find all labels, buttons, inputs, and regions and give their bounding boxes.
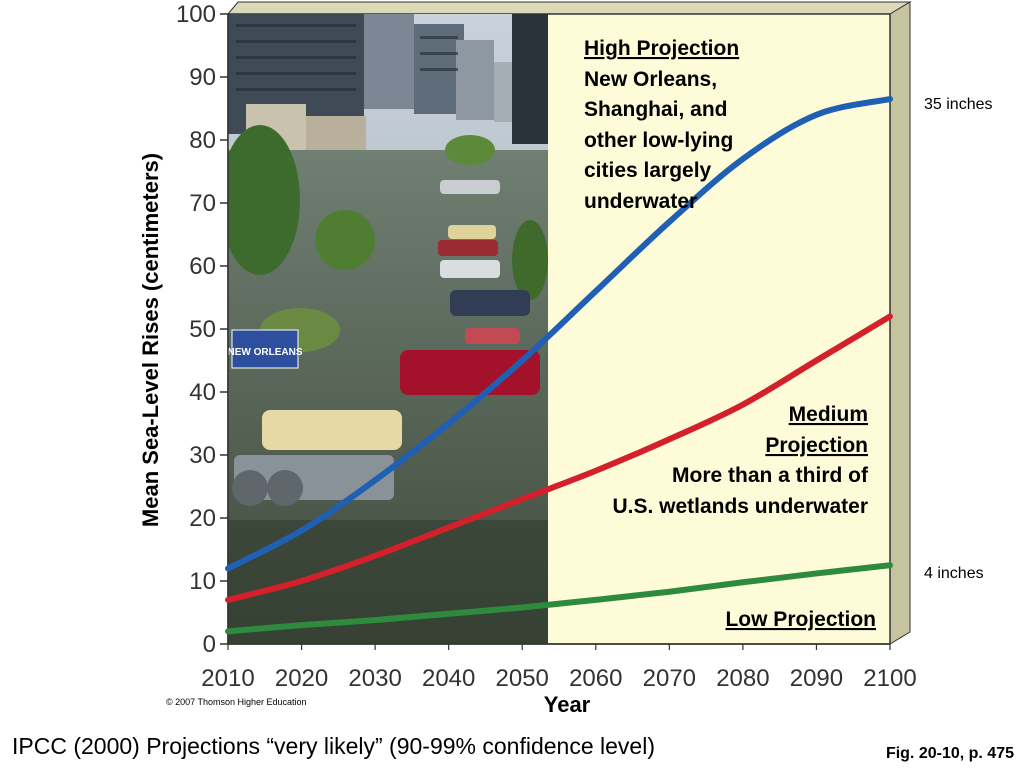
right-label-35-inches: 35 inches <box>924 96 993 113</box>
high-projection-title: High Projection <box>584 37 739 60</box>
medium-projection-line-1: More than a third of <box>672 464 869 487</box>
y-tick-label-70: 70 <box>189 190 216 217</box>
high-projection-line-2: Shanghai, and <box>584 98 728 121</box>
chart-depth-side <box>889 1 911 645</box>
y-axis-label: Mean Sea-Level Rises (centimeters) <box>138 153 163 527</box>
photo-sign-text: NEW ORLEANS <box>228 347 303 358</box>
y-tick-label-30: 30 <box>189 442 216 469</box>
high-projection-line-3: other low-lying <box>584 129 733 152</box>
medium-projection-title-2: Projection <box>765 434 868 457</box>
x-tick-label-2040: 2040 <box>422 665 475 692</box>
y-tick-label-0: 0 <box>203 631 216 658</box>
x-axis-label: Year <box>544 692 591 717</box>
y-tick-label-50: 50 <box>189 316 216 343</box>
low-projection-title: Low Projection <box>725 608 876 631</box>
series-line-low-projection <box>225 562 893 635</box>
right-label-4-inches: 4 inches <box>924 565 984 582</box>
series-lines <box>225 96 893 635</box>
x-tick-label-2030: 2030 <box>348 665 401 692</box>
y-tick-label-100: 100 <box>176 1 216 28</box>
high-projection-line-1: New Orleans, <box>584 68 717 91</box>
medium-projection-line-2: U.S. wetlands underwater <box>612 495 868 518</box>
y-tick-label-20: 20 <box>189 505 216 532</box>
x-tick-label-2020: 2020 <box>275 665 328 692</box>
y-tick-label-60: 60 <box>189 253 216 280</box>
x-tick-label-2010: 2010 <box>201 665 254 692</box>
y-tick-label-80: 80 <box>189 127 216 154</box>
y-tick-label-40: 40 <box>189 379 216 406</box>
y-ticks: 0 10 20 30 40 50 60 70 80 90 100 <box>176 1 228 658</box>
x-tick-label-2060: 2060 <box>569 665 622 692</box>
x-tick-label-2100: 2100 <box>863 665 916 692</box>
series-line-high-projection <box>225 96 893 572</box>
photo-sign <box>231 329 299 369</box>
chart-depth-top <box>226 1 912 15</box>
medium-projection-title-1: Medium <box>789 403 868 426</box>
x-tick-label-2090: 2090 <box>790 665 843 692</box>
x-tick-label-2050: 2050 <box>496 665 549 692</box>
x-ticks: 2010 2020 2030 2040 2050 2060 2070 2080 2090 2100 <box>201 644 917 692</box>
copyright-notice: © 2007 Thomson Higher Education <box>166 697 307 707</box>
caption: IPCC (2000) Projections “very likely” (9… <box>12 733 655 759</box>
x-tick-label-2070: 2070 <box>643 665 696 692</box>
high-projection-line-5: underwater <box>584 190 697 213</box>
x-tick-label-2080: 2080 <box>716 665 769 692</box>
y-tick-label-10: 10 <box>189 568 216 595</box>
series-line-medium-projection <box>225 313 893 603</box>
figure-reference: Fig. 20-10, p. 475 <box>886 745 1014 762</box>
high-projection-line-4: cities largely <box>584 159 712 182</box>
y-tick-label-90: 90 <box>189 64 216 91</box>
